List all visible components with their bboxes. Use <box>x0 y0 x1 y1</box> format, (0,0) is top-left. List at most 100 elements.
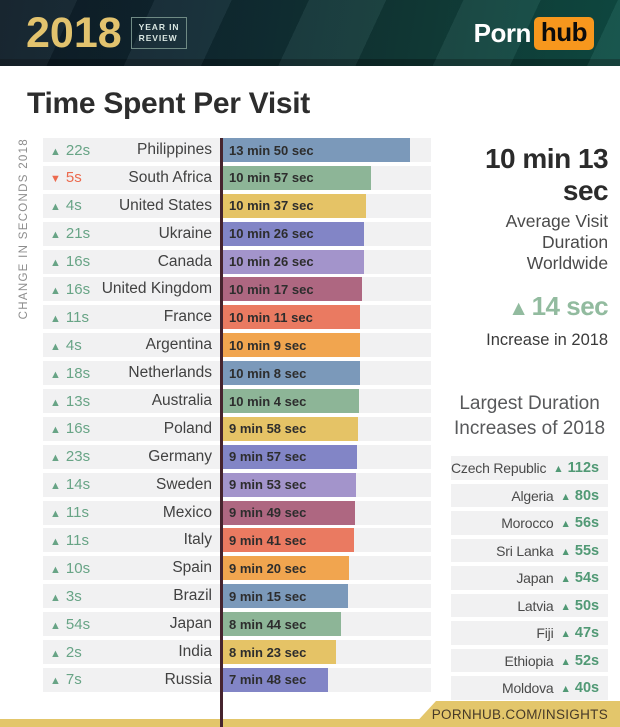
chart-row: ▲ 21s Ukraine 10 min 26 sec <box>43 221 431 246</box>
largest-increase-list: Czech Republic ▲ 112s Algeria ▲ 80s Moro… <box>451 456 609 727</box>
change-direction-icon: ▲ <box>50 257 61 270</box>
row-bar-area: 10 min 37 sec <box>221 193 431 218</box>
duration-label: 10 min 4 sec <box>229 393 307 409</box>
chart-row: ▲ 11s Italy 9 min 41 sec <box>43 528 431 553</box>
duration-label: 7 min 48 sec <box>229 672 307 688</box>
average-caption-line1: Average Visit Duration <box>505 211 609 252</box>
change-value: 11s <box>65 531 89 549</box>
duration-label: 10 min 9 sec <box>229 337 307 353</box>
change-value: 18s <box>65 364 91 382</box>
row-bar-area: 9 min 49 sec <box>221 500 431 525</box>
change-direction-icon: ▲ <box>50 675 61 688</box>
list-value-text: 55s <box>574 542 600 559</box>
increase-value: 14 sec <box>531 291 609 321</box>
change-direction-icon: ▲ <box>50 340 61 353</box>
axis-baseline <box>220 138 223 727</box>
row-change: ▲ 18s <box>43 365 101 382</box>
change-direction-icon: ▲ <box>50 201 61 214</box>
change-direction-icon: ▲ <box>50 368 61 381</box>
row-country-label: Spain <box>172 559 212 577</box>
row-country-label: United States <box>118 196 212 214</box>
change-value: 7s <box>65 671 82 689</box>
list-increase-value: ▲ 50s <box>561 598 600 614</box>
increase-caption: Increase in 2018 <box>486 331 609 349</box>
change-value: 14s <box>65 476 91 494</box>
increase-up-icon: ▲ <box>560 545 571 558</box>
row-change: ▲ 11s <box>43 309 101 326</box>
increase-up-icon: ▲ <box>508 297 529 320</box>
change-value: 22s <box>65 141 91 159</box>
duration-label: 10 min 17 sec <box>229 281 314 297</box>
row-country-label: France <box>163 308 212 326</box>
list-increase-value: ▲ 52s <box>561 653 600 669</box>
row-country-label: Russia <box>164 670 212 688</box>
change-direction-icon: ▲ <box>50 229 61 242</box>
duration-label: 9 min 15 sec <box>229 588 307 604</box>
change-value: 5s <box>65 169 82 187</box>
increase-up-icon: ▲ <box>560 683 571 696</box>
largest-increase-item: Japan ▲ 54s <box>451 566 609 590</box>
change-value: 4s <box>65 336 82 354</box>
duration-bar: 10 min 26 sec <box>221 221 364 246</box>
row-bar-area: 10 min 17 sec <box>221 277 431 302</box>
chart-row: ▲ 3s Brazil 9 min 15 sec <box>43 584 431 609</box>
list-value-text: 50s <box>574 597 600 614</box>
badge-line2: REVIEW <box>138 33 178 43</box>
row-change: ▲ 54s <box>43 616 101 633</box>
increase-up-icon: ▲ <box>560 518 571 531</box>
duration-bar: 10 min 17 sec <box>221 277 362 302</box>
change-value: 3s <box>65 587 82 605</box>
row-country-label: Mexico <box>162 503 212 521</box>
chart-row: ▲ 23s Germany 9 min 57 sec <box>43 444 431 469</box>
duration-label: 9 min 58 sec <box>229 421 307 437</box>
row-change: ▲ 11s <box>43 532 101 549</box>
increase-up-icon: ▲ <box>560 655 571 668</box>
duration-label: 9 min 53 sec <box>229 477 307 493</box>
chart-row: ▲ 7s Russia 7 min 48 sec <box>43 667 431 692</box>
row-bar-area: 9 min 20 sec <box>221 556 431 581</box>
chart-row: ▲ 14s Sweden 9 min 53 sec <box>43 472 431 497</box>
list-country-label: Japan <box>516 570 554 587</box>
duration-bar: 10 min 8 sec <box>221 361 360 386</box>
row-change: ▲ 11s <box>43 504 101 521</box>
row-bar-area: 9 min 41 sec <box>221 528 431 553</box>
chart-row: ▲ 16s Canada 10 min 26 sec <box>43 249 431 274</box>
largest-increase-item: Moldova ▲ 40s <box>451 676 609 700</box>
average-duration-caption: Average Visit Duration Worldwide <box>451 211 608 274</box>
duration-label: 8 min 23 sec <box>229 644 307 660</box>
duration-bar: 10 min 4 sec <box>221 389 359 414</box>
change-direction-icon: ▲ <box>50 452 61 465</box>
duration-label: 8 min 44 sec <box>229 616 307 632</box>
largest-increase-item: Morocco ▲ 56s <box>451 511 609 535</box>
row-bar-area: 10 min 57 sec <box>221 165 431 190</box>
largest-increase-item: Czech Republic ▲ 112s <box>451 456 609 480</box>
list-country-label: Fiji <box>536 625 554 642</box>
row-country-label: Canada <box>157 252 212 270</box>
change-direction-icon: ▲ <box>50 396 61 409</box>
duration-bar: 8 min 23 sec <box>221 640 336 665</box>
chart-row: ▲ 54s Japan 8 min 44 sec <box>43 612 431 637</box>
row-country-label: Netherlands <box>128 364 212 382</box>
list-country-label: Algeria <box>511 487 554 504</box>
change-value: 4s <box>65 197 82 215</box>
pornhub-logo: Porn hub <box>473 16 594 50</box>
row-country-label: Brazil <box>173 587 212 605</box>
largest-increase-item: Algeria ▲ 80s <box>451 483 609 508</box>
chart-row: ▲ 22s Philippines 13 min 50 sec <box>43 138 431 162</box>
list-country-label: Morocco <box>501 515 554 532</box>
row-change: ▲ 10s <box>43 560 101 577</box>
footer-strip <box>0 719 620 727</box>
pornhub-logo-porn: Porn <box>473 17 532 48</box>
row-country-label: Ukraine <box>158 224 212 242</box>
row-change: ▲ 23s <box>43 448 101 465</box>
increase-up-icon: ▲ <box>560 490 571 503</box>
change-direction-icon: ▲ <box>50 284 61 297</box>
list-increase-value: ▲ 56s <box>561 515 600 531</box>
duration-bar: 10 min 9 sec <box>221 333 360 358</box>
row-bar-area: 10 min 8 sec <box>221 361 431 386</box>
largest-increases-heading: Largest Duration Increases of 2018 <box>451 392 608 441</box>
list-country-label: Ethiopia <box>504 652 554 669</box>
change-direction-icon: ▲ <box>50 647 61 660</box>
duration-label: 10 min 11 sec <box>229 309 313 325</box>
list-value-text: 47s <box>574 625 600 642</box>
